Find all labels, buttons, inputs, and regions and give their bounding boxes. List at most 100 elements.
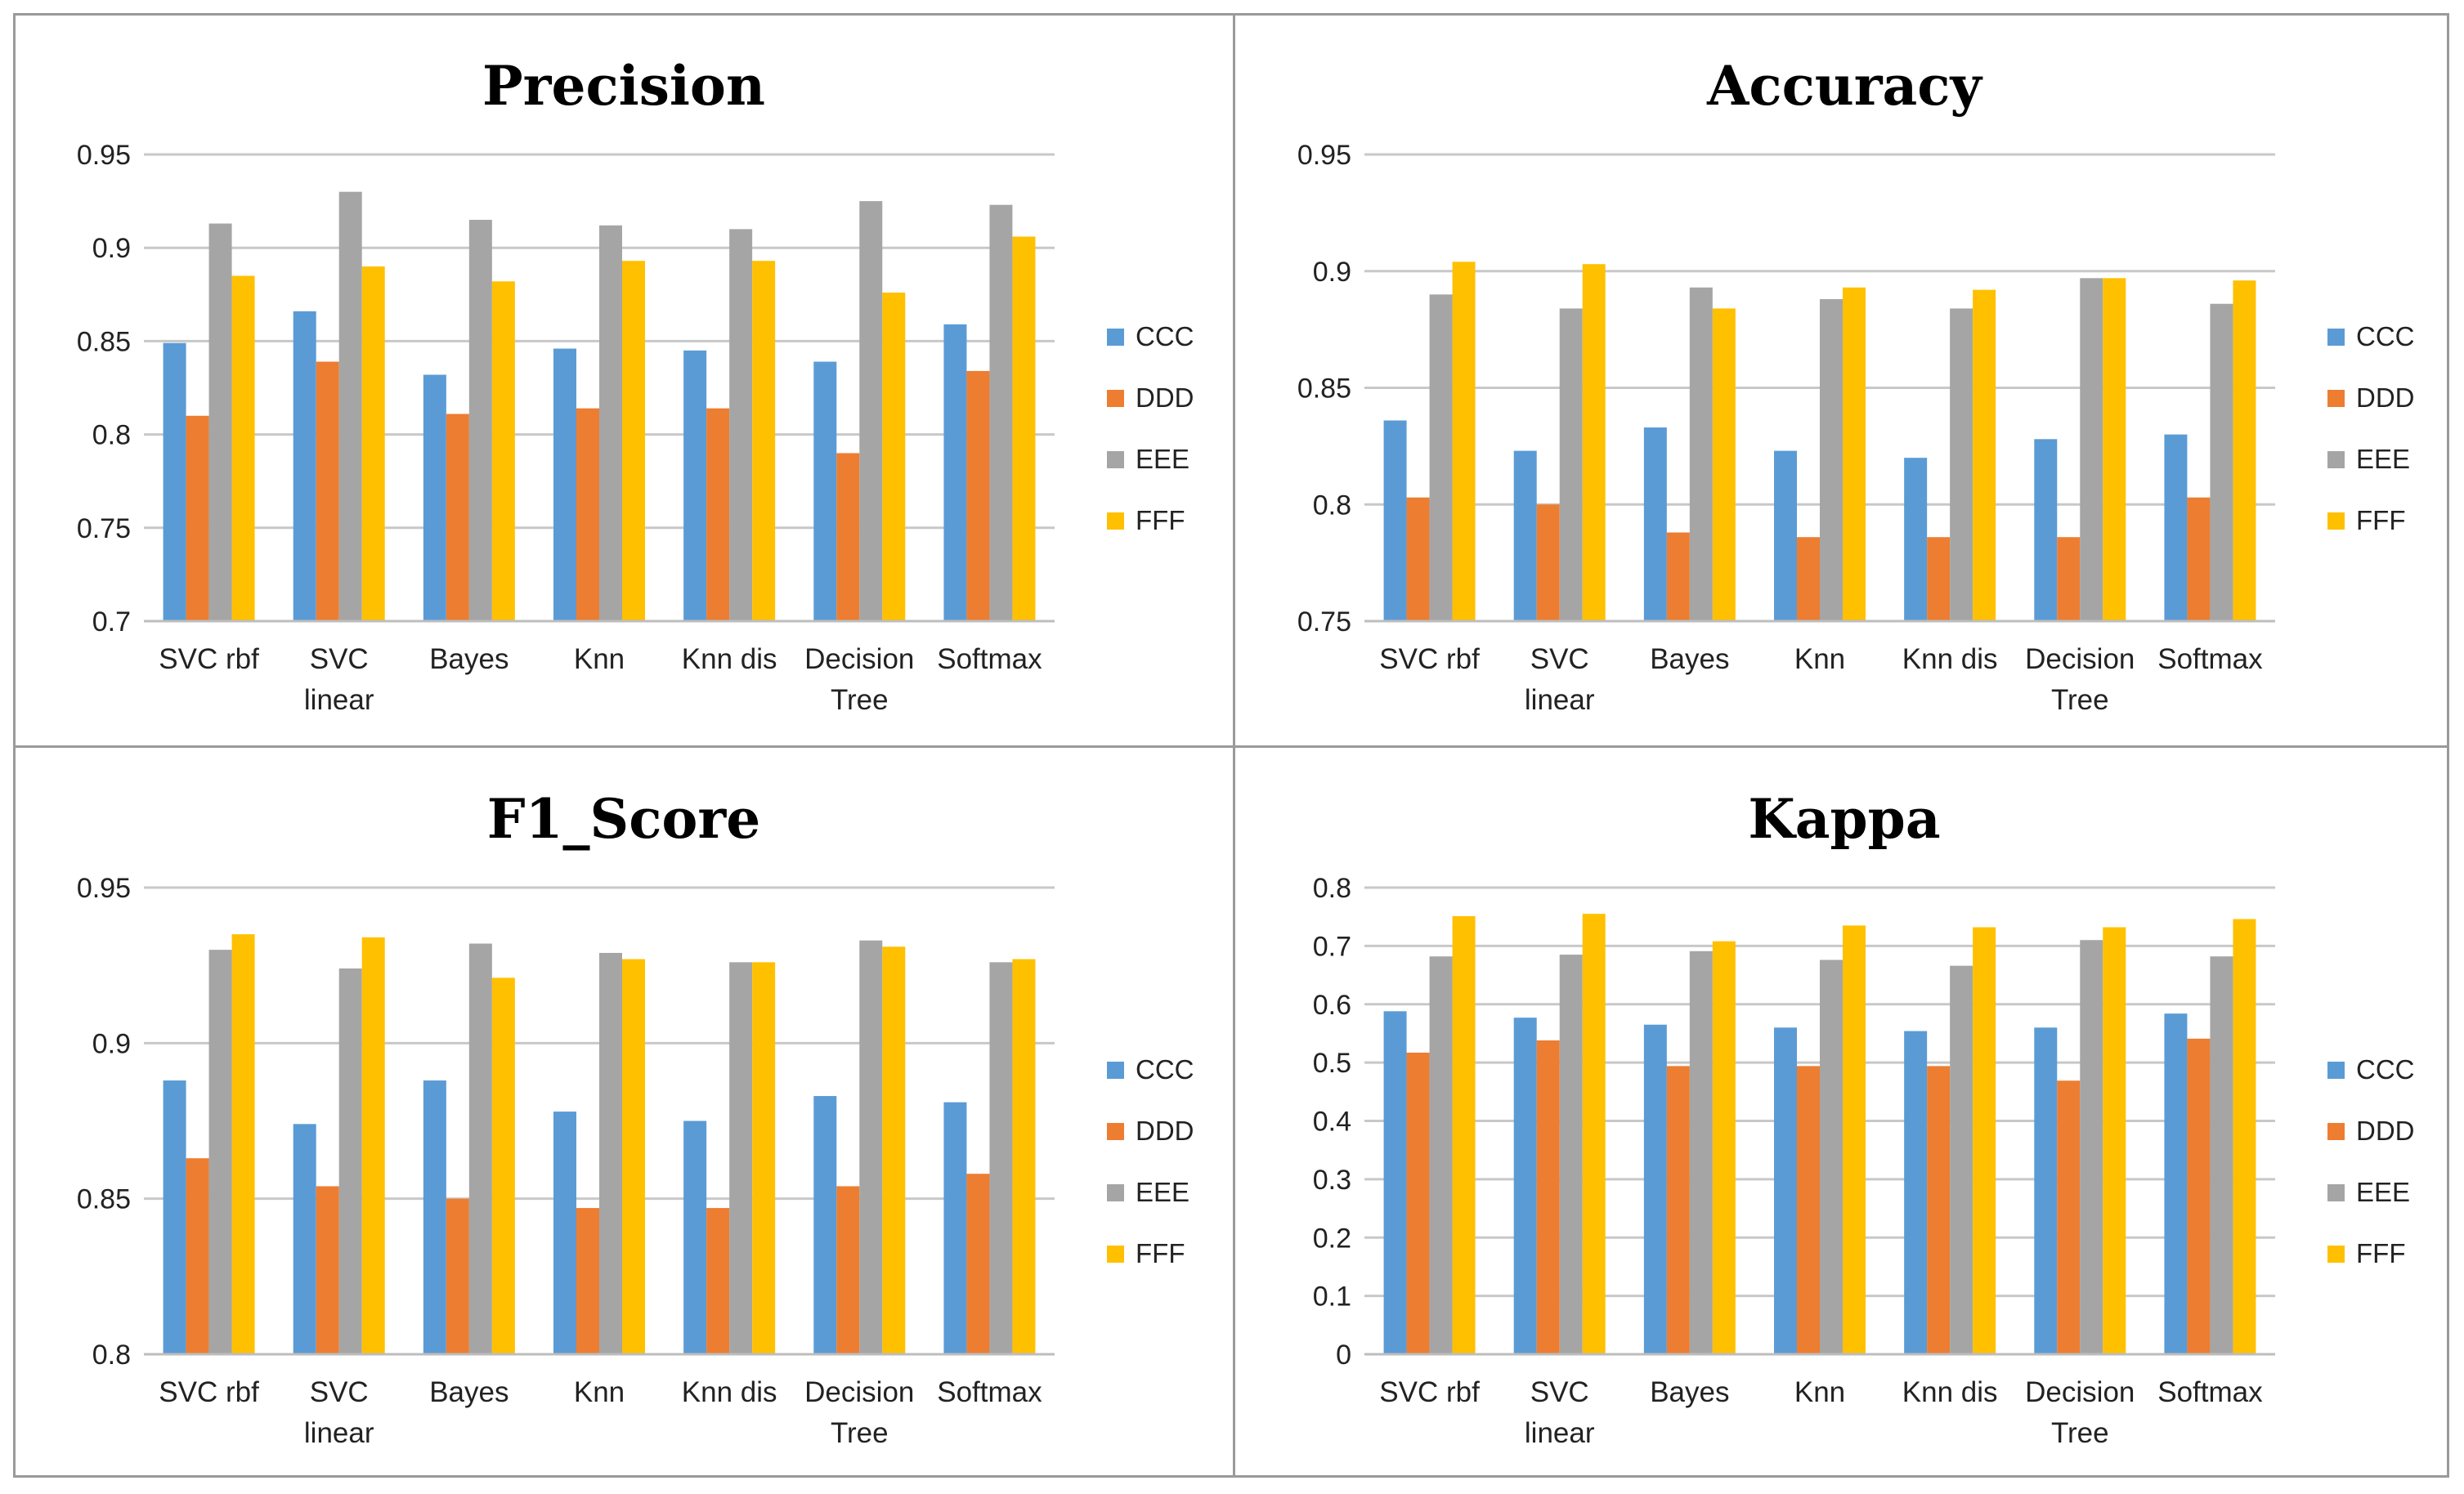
category-label: Tree [831, 684, 889, 716]
bar-ccc-2 [1643, 427, 1667, 621]
bar-ccc-0 [1383, 420, 1407, 621]
legend-swatch-ccc [1107, 1062, 1124, 1079]
chart-title: Precision [482, 54, 765, 118]
bar-ddd-5 [2057, 537, 2081, 621]
bar-ccc-2 [423, 374, 446, 621]
bar-ccc-3 [1774, 450, 1797, 621]
bar-fff-6 [1012, 959, 1036, 1354]
bar-ddd-3 [1797, 537, 1820, 621]
bar-ddd-4 [706, 1208, 730, 1354]
category-label: Knn dis [682, 643, 777, 675]
y-tick-label: 0.8 [92, 420, 131, 451]
legend-label-eee: EEE [2356, 444, 2410, 474]
bar-fff-2 [1712, 308, 1736, 621]
bar-ddd-4 [1927, 537, 1951, 621]
y-tick-label: 0.95 [1297, 140, 1351, 171]
bar-fff-0 [1452, 262, 1476, 621]
y-tick-label: 0.85 [1297, 374, 1351, 405]
bar-ddd-1 [1536, 1040, 1560, 1354]
category-label: Decision [804, 1376, 914, 1408]
category-label: Decision [2025, 1376, 2135, 1408]
category-label: Softmax [2157, 643, 2263, 675]
category-label: Tree [2051, 1417, 2109, 1449]
bar-ccc-4 [683, 350, 707, 621]
legend-swatch-eee [2327, 1184, 2345, 1201]
bar-ddd-6 [966, 1174, 990, 1354]
legend-swatch-fff [2327, 512, 2345, 530]
category-label: Decision [2025, 643, 2135, 675]
chart-title: Accuracy [1707, 54, 1982, 118]
bar-fff-4 [752, 261, 776, 621]
accuracy-chart: 0.75 0.8 0.85 0.9 0.95 SVC rbf SVC linear Bayes K… [1297, 140, 2415, 716]
category-label: SVC [1530, 643, 1589, 675]
bar-fff-4 [752, 962, 776, 1354]
bar-ddd-1 [316, 361, 339, 621]
y-tick-label: 0.8 [1313, 490, 1351, 521]
y-tick-label: 0.95 [77, 873, 131, 904]
bar-ccc-3 [1774, 1027, 1797, 1354]
bar-ccc-6 [943, 1102, 967, 1354]
y-tick-label: 0.6 [1313, 990, 1351, 1021]
category-label: Softmax [937, 1376, 1042, 1408]
bar-fff-4 [1973, 927, 1996, 1354]
bar-eee-3 [1820, 299, 1843, 621]
category-label: Bayes [1650, 1376, 1729, 1408]
category-label: Softmax [2157, 1376, 2263, 1408]
y-tick-label: 0.75 [77, 513, 131, 544]
kappa-chart: 0 0.1 0.2 0.3 0.4 0.5 0.6 0.7 0.8 SVC rbf SVC linea… [1313, 873, 2415, 1449]
bar-eee-2 [1689, 287, 1713, 621]
y-tick-label: 0.9 [92, 233, 131, 264]
bar-fff-5 [882, 946, 906, 1354]
legend-swatch-ccc [2327, 329, 2345, 346]
bar-eee-6 [2210, 956, 2233, 1354]
bar-ddd-3 [576, 1208, 599, 1354]
bar-eee-5 [859, 201, 883, 622]
bar-eee-1 [338, 968, 362, 1354]
legend-label-ddd: DDD [1136, 382, 1194, 413]
y-tick-label: 0.75 [1297, 606, 1351, 637]
category-label: Knn dis [682, 1376, 777, 1408]
bar-fff-1 [361, 266, 385, 621]
category-label: Knn dis [1902, 643, 1998, 675]
legend-label-ccc: CCC [1136, 321, 1194, 351]
bar-ddd-4 [706, 408, 730, 621]
bar-eee-0 [208, 950, 232, 1354]
bar-eee-1 [1559, 955, 1583, 1354]
bar-ccc-3 [553, 348, 576, 621]
bar-ccc-5 [2034, 439, 2058, 621]
category-label: Knn [1794, 1376, 1845, 1408]
category-label: Decision [804, 643, 914, 675]
bar-fff-4 [1973, 289, 1996, 621]
bar-ddd-0 [186, 415, 209, 621]
bar-fff-3 [1843, 925, 1866, 1354]
bar-fff-0 [1452, 915, 1476, 1354]
category-label: Softmax [937, 643, 1042, 675]
legend-swatch-ccc [1107, 329, 1124, 346]
category-label: Tree [831, 1417, 889, 1449]
bar-eee-4 [729, 229, 753, 621]
legend-label-ddd: DDD [2356, 1116, 2415, 1146]
bar-ccc-5 [2034, 1027, 2058, 1354]
legend-label-ccc: CCC [2356, 321, 2415, 351]
f1-score-panel: F1_Score 0.8 0.85 0.9 0.95 SVC rbf SVC linear B… [15, 748, 1233, 1480]
bar-ddd-5 [836, 1186, 860, 1354]
bar-ccc-1 [1513, 1018, 1537, 1354]
bar-fff-0 [231, 275, 255, 621]
bar-eee-4 [1950, 308, 1973, 621]
bar-fff-3 [1843, 287, 1866, 621]
bar-eee-6 [2210, 303, 2233, 621]
bar-eee-1 [1559, 308, 1583, 621]
y-tick-label: 0.8 [92, 1340, 131, 1371]
bar-ddd-6 [966, 370, 990, 621]
bar-ccc-6 [943, 324, 967, 621]
bar-ddd-2 [446, 1198, 469, 1354]
y-tick-label: 0.2 [1313, 1223, 1351, 1254]
bar-ddd-0 [1406, 497, 1430, 621]
bar-ccc-5 [813, 361, 837, 621]
f1-score-chart: 0.8 0.85 0.9 0.95 SVC rbf SVC linear Bayes Knn Kn… [77, 873, 1194, 1449]
bar-fff-5 [2103, 927, 2126, 1354]
bar-ccc-0 [163, 1080, 186, 1354]
bar-ccc-1 [293, 311, 316, 621]
legend-label-fff: FFF [2356, 1238, 2405, 1268]
category-label: Bayes [429, 643, 508, 675]
